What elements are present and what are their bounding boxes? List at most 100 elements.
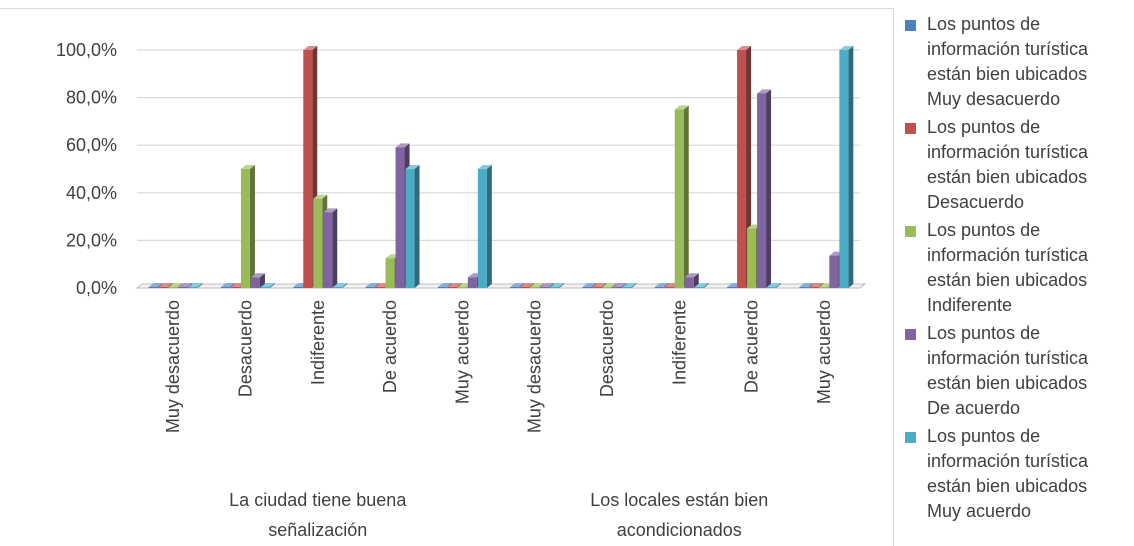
bar-side — [683, 105, 689, 288]
x-tick-label: Desacuerdo — [597, 300, 617, 397]
bar — [654, 287, 664, 288]
bar — [260, 287, 270, 288]
bar — [602, 287, 612, 288]
bar-side — [559, 283, 565, 288]
bar — [540, 287, 550, 288]
bar-top — [313, 194, 328, 199]
x-tick-label: Muy acuerdo — [452, 300, 472, 404]
bar-side — [332, 208, 338, 288]
x-tick-label: Indiferente — [308, 300, 328, 385]
bar-top — [550, 283, 565, 287]
bar — [303, 50, 313, 288]
bar — [809, 287, 819, 288]
bar-top — [674, 105, 689, 110]
bar-top — [654, 283, 669, 287]
legend-swatch — [905, 20, 916, 31]
x-tick-label: Indiferente — [669, 300, 689, 385]
bar-side — [549, 283, 555, 288]
x-tick-label: Muy acuerdo — [814, 300, 834, 404]
bar-top — [839, 46, 854, 50]
bar — [437, 287, 447, 288]
bar-top — [447, 283, 462, 287]
bar — [158, 287, 168, 288]
legend-item: Los puntos de información turística está… — [905, 218, 1130, 321]
bar — [674, 109, 684, 288]
bar — [737, 50, 747, 288]
bar-top — [260, 283, 275, 287]
bar — [757, 93, 767, 288]
bar-top — [530, 283, 545, 287]
bar-side — [486, 165, 492, 288]
bar-top — [737, 46, 752, 50]
bar-top — [437, 283, 452, 287]
bar — [323, 212, 333, 288]
legend-swatch — [905, 329, 916, 340]
legend-item: Los puntos de información turística está… — [905, 12, 1130, 115]
bar-top — [694, 283, 709, 287]
y-tick-label: 80,0% — [66, 88, 117, 108]
bar-top — [333, 283, 348, 287]
chart-legend: Los puntos de información turística está… — [905, 12, 1130, 527]
bar-top — [168, 283, 183, 287]
bar-top — [757, 89, 772, 94]
bar-side — [611, 283, 617, 288]
bar-top — [799, 283, 814, 287]
bar-side — [259, 273, 265, 288]
bar-side — [818, 283, 824, 288]
bar-side — [269, 283, 275, 288]
bar — [178, 287, 188, 288]
bar-side — [766, 89, 772, 288]
bar-top — [622, 283, 637, 287]
legend-label: Los puntos de información turística está… — [927, 426, 1089, 521]
bar-side — [197, 283, 203, 288]
legend-item: Los puntos de información turística está… — [905, 321, 1130, 424]
bar — [829, 255, 839, 288]
bar-side — [229, 283, 235, 288]
bar-side — [703, 283, 709, 288]
bar — [250, 277, 260, 288]
x-tick-label: Muy desacuerdo — [163, 300, 183, 433]
bar-side — [539, 283, 545, 288]
bar — [727, 287, 737, 288]
bar-side — [601, 283, 607, 288]
bar — [447, 287, 457, 288]
bar-side — [529, 283, 535, 288]
bar-top — [510, 283, 525, 287]
bar — [694, 287, 704, 288]
bar — [477, 169, 487, 288]
bar — [767, 287, 777, 288]
bar-side — [374, 283, 380, 288]
bar-top — [520, 283, 535, 287]
bar-top — [684, 273, 699, 278]
bar-side — [776, 283, 782, 288]
bar — [819, 287, 829, 288]
bar-side — [249, 165, 255, 288]
bar — [839, 50, 849, 288]
bar-top — [303, 46, 318, 50]
bar-top — [809, 283, 824, 287]
bar-side — [693, 273, 699, 288]
bar-top — [602, 283, 617, 287]
y-tick-label: 0,0% — [76, 278, 117, 298]
bar — [240, 169, 250, 288]
bar-top — [612, 283, 627, 287]
chart-frame-right — [893, 8, 894, 546]
bar — [313, 198, 323, 288]
legend-swatch — [905, 123, 916, 134]
bar-top — [582, 283, 597, 287]
bar-side — [167, 283, 173, 288]
bar — [220, 287, 230, 288]
bar-top — [477, 165, 492, 169]
y-tick-label: 20,0% — [66, 230, 117, 250]
bar-top — [395, 143, 410, 148]
bar-side — [591, 283, 597, 288]
bar — [799, 287, 809, 288]
bar — [148, 287, 158, 288]
bar-top — [250, 273, 265, 278]
bar-top — [240, 165, 255, 169]
bar-side — [342, 283, 348, 288]
group-label: Los locales están bien — [590, 490, 768, 510]
chart-frame-top — [0, 8, 893, 9]
bar — [168, 287, 178, 288]
bar-top — [405, 165, 420, 169]
